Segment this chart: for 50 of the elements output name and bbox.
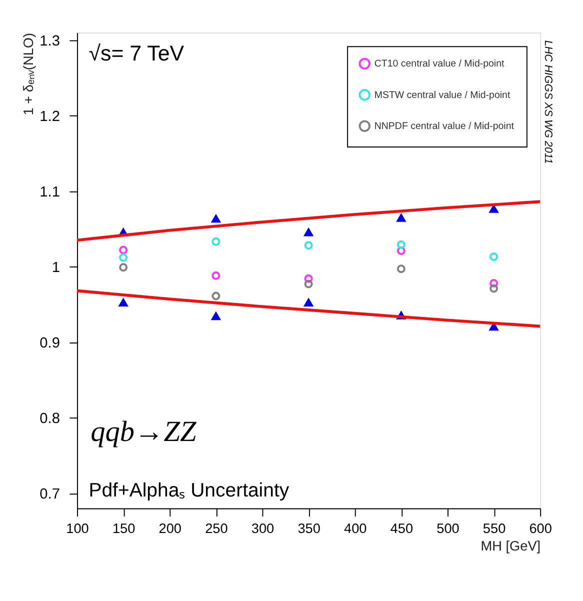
point bbox=[304, 241, 313, 250]
point bbox=[210, 214, 222, 223]
point bbox=[396, 213, 406, 222]
point bbox=[396, 246, 406, 255]
y-tick-label: 1.1 bbox=[40, 184, 60, 200]
line-series bbox=[76, 200, 542, 242]
text: LHC HIGGS XS WG 2011 bbox=[542, 40, 554, 164]
legend-label: CT10 central value / Mid-point bbox=[374, 58, 505, 70]
x-tick-label: 200 bbox=[158, 521, 182, 536]
x-tick-label: 300 bbox=[251, 521, 275, 536]
point bbox=[210, 311, 222, 320]
y-tick-label: 1.3 bbox=[40, 33, 60, 50]
y-tick-label: 0.8 bbox=[40, 410, 60, 427]
line-series bbox=[76, 289, 542, 328]
x-tick-label: 550 bbox=[482, 521, 506, 536]
x-tick-label: 250 bbox=[205, 521, 228, 536]
y-axis-title: 1 + δₑₙᵥ(NLO) bbox=[20, 32, 36, 116]
y-tick-label: 1 bbox=[52, 260, 60, 276]
point bbox=[490, 252, 498, 261]
y-tick-label: 1.2 bbox=[40, 108, 60, 125]
point bbox=[396, 264, 406, 274]
y-tick-label: 0.9 bbox=[40, 335, 60, 352]
point bbox=[119, 246, 128, 254]
x-tick-label: 450 bbox=[390, 521, 414, 536]
point bbox=[212, 271, 220, 280]
x-axis-title: MH [GeV] bbox=[480, 538, 541, 554]
point bbox=[212, 237, 220, 246]
point bbox=[490, 278, 498, 288]
annotation: Pdf+Alphaₛ Uncertainty bbox=[88, 480, 290, 502]
point bbox=[304, 280, 313, 288]
point bbox=[304, 274, 313, 283]
point bbox=[119, 263, 128, 272]
point bbox=[490, 284, 498, 293]
y-tick-label: 0.7 bbox=[40, 486, 60, 502]
point bbox=[118, 298, 128, 306]
x-tick-label: 500 bbox=[436, 521, 460, 536]
annotation: qqb→ZZ bbox=[90, 416, 198, 448]
x-tick-label: 150 bbox=[112, 521, 136, 536]
point bbox=[212, 292, 220, 300]
point bbox=[119, 253, 128, 262]
point bbox=[303, 298, 314, 306]
point bbox=[303, 227, 314, 236]
annotation: √s= 7 TeV bbox=[88, 42, 185, 66]
x-tick-label: 400 bbox=[344, 521, 368, 536]
x-tick-label: 350 bbox=[298, 521, 321, 536]
point bbox=[396, 240, 406, 249]
x-tick-label: 100 bbox=[66, 521, 90, 536]
legend-label: NNPDF central value / Mid-point bbox=[374, 120, 514, 132]
x-tick-label: 600 bbox=[529, 521, 552, 536]
legend-label: MSTW central value / Mid-point bbox=[374, 90, 510, 101]
